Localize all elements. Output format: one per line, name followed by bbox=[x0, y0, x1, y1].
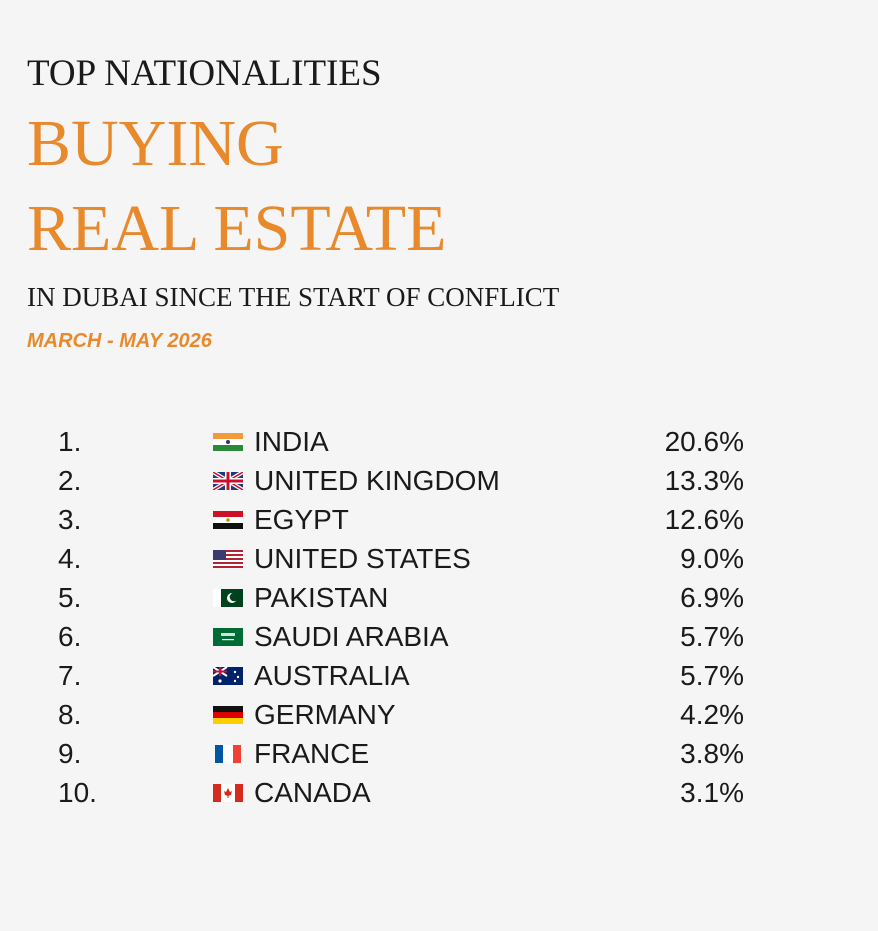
title: REAL ESTATE bbox=[27, 192, 447, 265]
row: 10. CANADA 3.1% bbox=[0, 773, 878, 812]
share: 6.9% bbox=[680, 582, 744, 613]
row: 6. SAUDI ARABIA 5.7% bbox=[0, 617, 878, 656]
share: 9.0% bbox=[680, 543, 744, 574]
rank: 10. bbox=[58, 777, 97, 808]
row: 8. GERMANY 4.2% bbox=[0, 695, 878, 734]
row: 3. EGYPT 12.6% bbox=[0, 500, 878, 539]
rank: 9. bbox=[58, 738, 82, 769]
rank: 8. bbox=[58, 699, 82, 730]
flag bbox=[213, 589, 243, 607]
rank: 5. bbox=[58, 582, 82, 613]
rank: 4. bbox=[58, 543, 82, 574]
row: 9. FRANCE 3.8% bbox=[0, 734, 878, 773]
country: INDIA bbox=[254, 426, 329, 457]
share: 4.2% bbox=[680, 699, 744, 730]
share: 20.6% bbox=[664, 426, 744, 457]
country: SAUDI ARABIA bbox=[254, 621, 449, 652]
row: 7. AUSTRALIA 5.7% bbox=[0, 656, 878, 695]
rank: 2. bbox=[58, 465, 82, 496]
share: 3.1% bbox=[680, 777, 744, 808]
country: AUSTRALIA bbox=[254, 660, 410, 691]
subtitle: IN DUBAI SINCE THE START OF CONFLICT bbox=[27, 282, 560, 312]
country: EGYPT bbox=[254, 504, 349, 535]
row: 5. PAKISTAN 6.9% bbox=[0, 578, 878, 617]
share: 5.7% bbox=[680, 621, 744, 652]
row: 2. UNITED KINGDOM 13.3% bbox=[0, 461, 878, 500]
country: PAKISTAN bbox=[254, 582, 389, 613]
share: 13.3% bbox=[664, 465, 744, 496]
rank: 6. bbox=[58, 621, 82, 652]
flag bbox=[213, 628, 243, 646]
share: 3.8% bbox=[680, 738, 744, 769]
country: UNITED KINGDOM bbox=[254, 465, 500, 496]
country: UNITED STATES bbox=[254, 543, 471, 574]
rank: 7. bbox=[58, 660, 82, 691]
flag bbox=[215, 745, 241, 763]
flag bbox=[213, 433, 243, 451]
flag bbox=[213, 784, 243, 802]
kicker: TOP NATIONALITIES bbox=[27, 53, 382, 94]
row: 4. UNITED STATES 9.0% bbox=[0, 539, 878, 578]
share: 5.7% bbox=[680, 660, 744, 691]
flag bbox=[213, 511, 243, 529]
period: MARCH - MAY 2026 bbox=[27, 330, 212, 352]
country: CANADA bbox=[254, 777, 371, 808]
flag bbox=[213, 706, 243, 724]
flag bbox=[213, 667, 243, 685]
flag bbox=[213, 550, 243, 568]
country: FRANCE bbox=[254, 738, 370, 769]
share: 12.6% bbox=[664, 504, 744, 535]
row: 1. INDIA 20.6% bbox=[0, 422, 878, 461]
title: BUYING bbox=[27, 107, 284, 180]
rank: 3. bbox=[58, 504, 82, 535]
flag bbox=[213, 472, 243, 490]
rank: 1. bbox=[58, 426, 82, 457]
country: GERMANY bbox=[254, 699, 396, 730]
